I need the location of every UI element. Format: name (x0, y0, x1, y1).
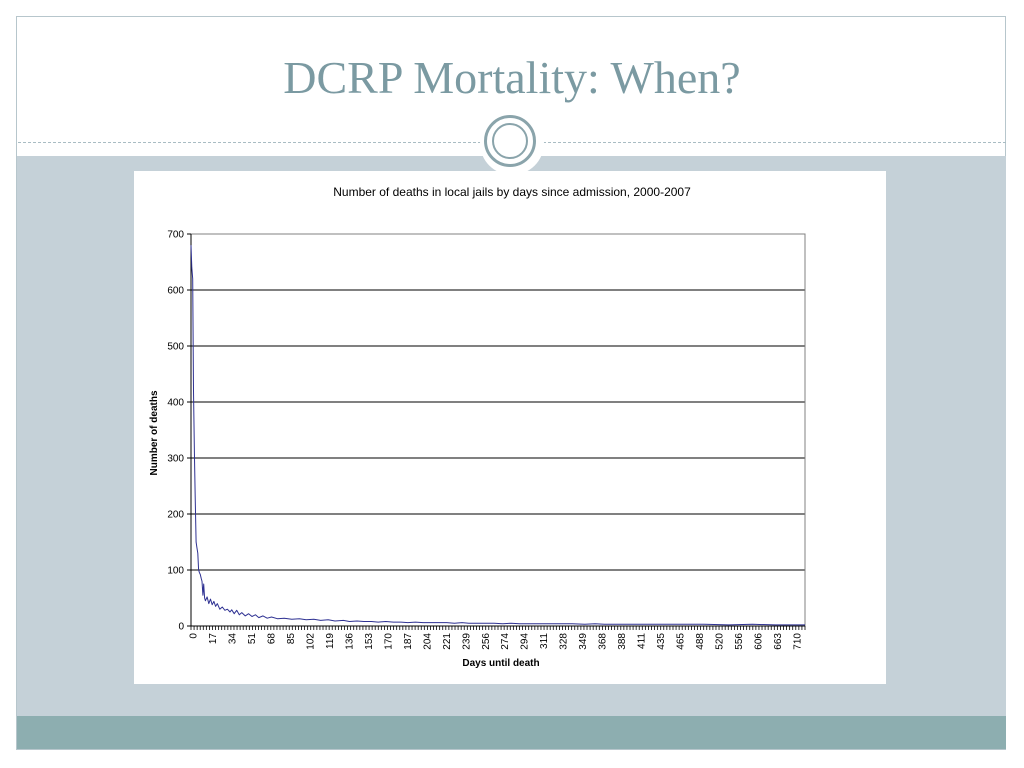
circle-ornament-inner (492, 123, 528, 159)
x-tick-label: 556 (734, 633, 745, 650)
x-tick-label: 311 (539, 633, 550, 649)
x-tick-label: 294 (520, 633, 531, 650)
x-tick-label: 465 (676, 633, 687, 650)
y-axis-label: Number of deaths (149, 390, 160, 475)
x-tick-label: 349 (578, 633, 589, 650)
y-tick-label: 700 (167, 230, 184, 241)
y-tick-label: 300 (167, 454, 184, 465)
x-tick-label: 520 (715, 633, 726, 650)
x-tick-label: 606 (754, 633, 765, 650)
x-tick-label: 0 (189, 633, 200, 639)
x-tick-label: 85 (286, 633, 297, 645)
x-tick-label: 488 (695, 633, 706, 650)
y-tick-label: 0 (178, 622, 184, 633)
plot-area (190, 233, 806, 627)
series-lines (190, 245, 805, 626)
x-tick-label: 136 (344, 633, 355, 650)
y-tick-label: 200 (167, 510, 184, 521)
chart-title: Number of deaths in local jails by days … (333, 185, 691, 199)
x-tick-label: 153 (364, 633, 375, 650)
x-tick-label: 663 (773, 633, 784, 650)
x-tick-label: 221 (442, 633, 453, 650)
chart: Number of deaths in local jails by days … (149, 185, 806, 669)
chart-panel: Number of deaths in local jails by days … (134, 171, 886, 684)
x-tick-label: 51 (247, 633, 258, 645)
bottom-bar (17, 716, 1006, 749)
x-axis-label: Days until death (462, 658, 539, 669)
y-tick-label: 100 (167, 566, 184, 577)
x-tick-label: 170 (383, 633, 394, 650)
y-tick-label: 600 (167, 286, 184, 297)
x-tick-label: 34 (227, 633, 238, 645)
x-tick-label: 119 (325, 633, 336, 649)
x-tick-label: 204 (422, 633, 433, 650)
x-tick-label: 256 (481, 633, 492, 650)
x-tick-label: 68 (266, 633, 277, 645)
x-tick-label: 239 (461, 633, 472, 650)
axes (187, 233, 806, 630)
x-tick-label: 187 (403, 633, 414, 650)
x-tick-label: 17 (208, 633, 219, 645)
x-tick-label: 274 (500, 633, 511, 650)
y-tick-label: 400 (167, 398, 184, 409)
y-tick-label: 500 (167, 342, 184, 353)
x-tick-label: 102 (305, 633, 316, 650)
gridlines (191, 233, 805, 571)
series-line-0 (190, 245, 805, 626)
x-tick-label: 368 (598, 633, 609, 650)
x-tick-label: 710 (793, 633, 804, 650)
x-tick-label: 435 (656, 633, 667, 650)
x-tick-label: 388 (617, 633, 628, 650)
y-tick-labels: 0 100 200 300 400 500 600 700 (167, 230, 184, 633)
x-tick-label: 411 (637, 633, 648, 649)
x-tick-labels: 0 17 34 51 68 85 102 119 136 153 170 187 204 221 239 25… (189, 633, 804, 650)
slide-title: DCRP Mortality: When? (283, 52, 741, 103)
x-tick-label: 328 (559, 633, 570, 650)
